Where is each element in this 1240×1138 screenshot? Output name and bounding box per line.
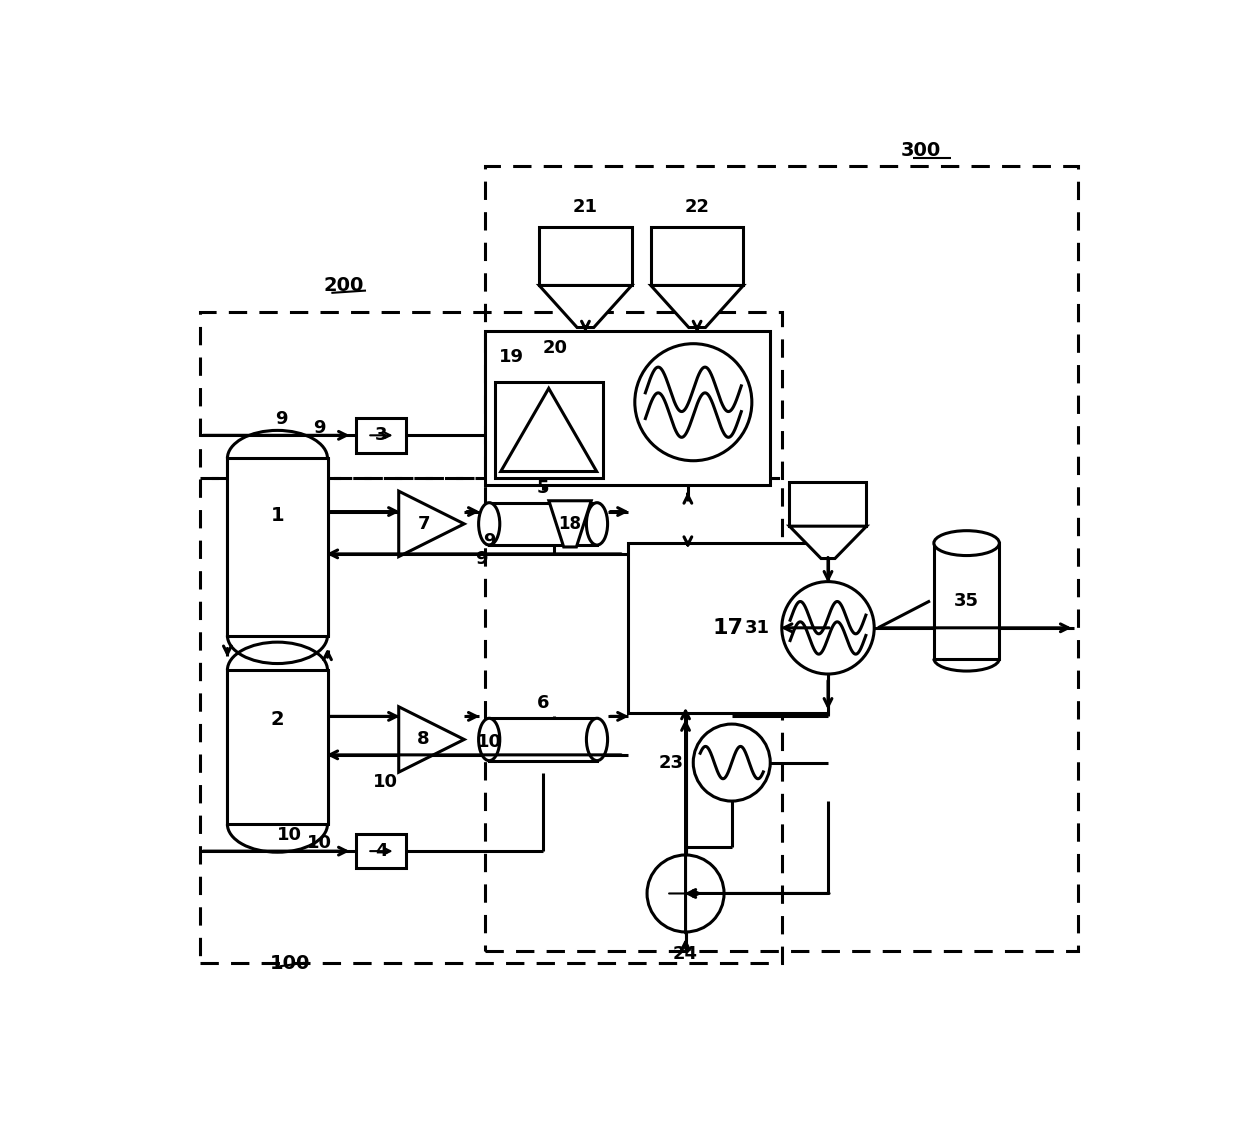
Ellipse shape bbox=[934, 530, 999, 555]
Ellipse shape bbox=[587, 718, 608, 760]
Bar bbox=[201, 312, 781, 478]
Text: 9: 9 bbox=[482, 533, 496, 550]
Bar bbox=[201, 478, 781, 963]
Text: 1: 1 bbox=[270, 505, 284, 525]
Text: 9: 9 bbox=[314, 419, 326, 437]
Bar bbox=[356, 418, 407, 453]
Text: 10: 10 bbox=[476, 733, 502, 751]
Text: 300: 300 bbox=[901, 141, 941, 159]
Bar bbox=[227, 459, 327, 635]
Text: 22: 22 bbox=[684, 198, 709, 216]
Circle shape bbox=[693, 724, 770, 801]
Text: 31: 31 bbox=[745, 619, 770, 637]
Text: 10: 10 bbox=[277, 825, 301, 843]
Bar bbox=[651, 228, 743, 286]
Text: 6: 6 bbox=[537, 694, 549, 712]
Text: 2: 2 bbox=[270, 710, 284, 729]
Text: 17: 17 bbox=[713, 618, 744, 637]
Bar bbox=[485, 166, 1079, 951]
Ellipse shape bbox=[479, 503, 500, 545]
Polygon shape bbox=[790, 526, 867, 559]
Text: 4: 4 bbox=[376, 842, 388, 860]
Bar bbox=[227, 526, 327, 635]
Bar bbox=[227, 670, 327, 824]
Text: 19: 19 bbox=[500, 348, 525, 366]
Text: 5: 5 bbox=[537, 479, 549, 497]
Bar bbox=[790, 481, 867, 526]
Text: 8: 8 bbox=[418, 731, 430, 749]
Bar bbox=[627, 543, 828, 712]
Bar bbox=[539, 228, 631, 286]
Text: 23: 23 bbox=[658, 753, 683, 772]
Polygon shape bbox=[501, 388, 596, 471]
Text: 18: 18 bbox=[558, 514, 582, 533]
Text: 10: 10 bbox=[373, 773, 398, 791]
Text: 9: 9 bbox=[275, 410, 288, 428]
Bar bbox=[490, 718, 596, 760]
Bar bbox=[490, 503, 596, 545]
Circle shape bbox=[635, 344, 751, 461]
Text: 200: 200 bbox=[324, 277, 365, 295]
Bar bbox=[495, 382, 603, 478]
Text: 24: 24 bbox=[673, 946, 698, 964]
Circle shape bbox=[781, 582, 874, 674]
Polygon shape bbox=[539, 286, 631, 328]
Text: 35: 35 bbox=[954, 592, 980, 610]
Text: 3: 3 bbox=[376, 427, 388, 444]
Text: 7: 7 bbox=[418, 514, 430, 533]
Bar bbox=[227, 728, 327, 824]
Polygon shape bbox=[549, 501, 591, 547]
Circle shape bbox=[647, 855, 724, 932]
Text: 9: 9 bbox=[475, 550, 487, 568]
Text: 10: 10 bbox=[308, 834, 332, 852]
Text: 20: 20 bbox=[543, 339, 568, 357]
Bar bbox=[934, 543, 999, 659]
Bar bbox=[227, 459, 327, 635]
Polygon shape bbox=[651, 286, 743, 328]
Ellipse shape bbox=[479, 718, 500, 760]
Bar bbox=[356, 834, 407, 868]
Ellipse shape bbox=[587, 503, 608, 545]
Text: 21: 21 bbox=[573, 198, 598, 216]
Polygon shape bbox=[399, 707, 464, 773]
Polygon shape bbox=[399, 492, 464, 556]
Text: 100: 100 bbox=[270, 954, 310, 973]
Bar bbox=[227, 670, 327, 824]
Bar bbox=[485, 331, 770, 486]
